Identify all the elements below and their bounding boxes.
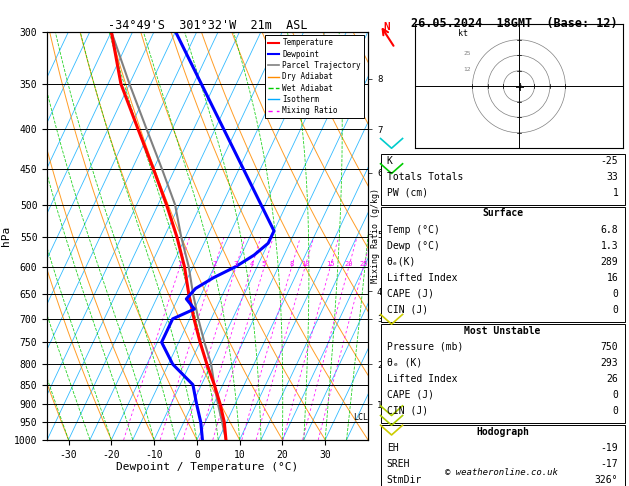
Text: EH: EH [387, 443, 399, 453]
Text: CIN (J): CIN (J) [387, 406, 428, 416]
Text: Lifted Index: Lifted Index [387, 374, 457, 384]
Text: 1.3: 1.3 [601, 241, 618, 251]
Text: 26: 26 [606, 374, 618, 384]
Y-axis label: hPa: hPa [1, 226, 11, 246]
Text: 20: 20 [345, 261, 353, 267]
Text: 26.05.2024  18GMT  (Base: 12): 26.05.2024 18GMT (Base: 12) [411, 17, 618, 30]
Text: 1: 1 [177, 261, 182, 267]
Text: 3: 3 [233, 261, 238, 267]
Text: PW (cm): PW (cm) [387, 188, 428, 198]
Text: kt: kt [458, 29, 468, 38]
Text: 6.8: 6.8 [601, 225, 618, 235]
Title: -34°49'S  301°32'W  21m  ASL: -34°49'S 301°32'W 21m ASL [108, 18, 308, 32]
Y-axis label: km
ASL: km ASL [387, 214, 405, 236]
Text: -19: -19 [601, 443, 618, 453]
Text: 33: 33 [606, 172, 618, 182]
Text: K: K [387, 156, 392, 166]
Text: -25: -25 [601, 156, 618, 166]
Text: 25: 25 [463, 52, 470, 56]
Text: Temp (°C): Temp (°C) [387, 225, 440, 235]
Legend: Temperature, Dewpoint, Parcel Trajectory, Dry Adiabat, Wet Adiabat, Isotherm, Mi: Temperature, Dewpoint, Parcel Trajectory… [265, 35, 364, 118]
Text: 326°: 326° [595, 475, 618, 485]
Text: 5: 5 [262, 261, 266, 267]
Text: 12: 12 [463, 67, 470, 72]
Text: SREH: SREH [387, 459, 410, 469]
Text: 15: 15 [326, 261, 335, 267]
Text: 0: 0 [613, 305, 618, 315]
Text: N: N [384, 22, 391, 32]
Text: © weatheronline.co.uk: © weatheronline.co.uk [445, 468, 558, 477]
Text: Most Unstable: Most Unstable [464, 326, 541, 336]
Text: LCL: LCL [353, 414, 368, 422]
Text: θₑ(K): θₑ(K) [387, 257, 416, 267]
Text: 10: 10 [301, 261, 309, 267]
Text: 8: 8 [289, 261, 294, 267]
Text: -17: -17 [601, 459, 618, 469]
Text: 750: 750 [601, 342, 618, 352]
X-axis label: Dewpoint / Temperature (°C): Dewpoint / Temperature (°C) [116, 462, 299, 472]
Text: Hodograph: Hodograph [476, 427, 529, 437]
Text: Totals Totals: Totals Totals [387, 172, 463, 182]
Text: StmDir: StmDir [387, 475, 422, 485]
Text: CAPE (J): CAPE (J) [387, 289, 434, 299]
Text: CAPE (J): CAPE (J) [387, 390, 434, 400]
Text: 1: 1 [613, 188, 618, 198]
Text: 293: 293 [601, 358, 618, 368]
Text: 2: 2 [212, 261, 216, 267]
Text: 16: 16 [606, 273, 618, 283]
Text: Surface: Surface [482, 208, 523, 219]
Text: Dewp (°C): Dewp (°C) [387, 241, 440, 251]
Text: 0: 0 [613, 390, 618, 400]
Text: θₑ (K): θₑ (K) [387, 358, 422, 368]
Text: 0: 0 [613, 289, 618, 299]
Text: 25: 25 [359, 261, 367, 267]
Text: 0: 0 [613, 406, 618, 416]
Text: 289: 289 [601, 257, 618, 267]
Text: CIN (J): CIN (J) [387, 305, 428, 315]
Text: 4: 4 [250, 261, 253, 267]
Text: Lifted Index: Lifted Index [387, 273, 457, 283]
Text: Mixing Ratio (g/kg): Mixing Ratio (g/kg) [371, 188, 380, 283]
Text: Pressure (mb): Pressure (mb) [387, 342, 463, 352]
